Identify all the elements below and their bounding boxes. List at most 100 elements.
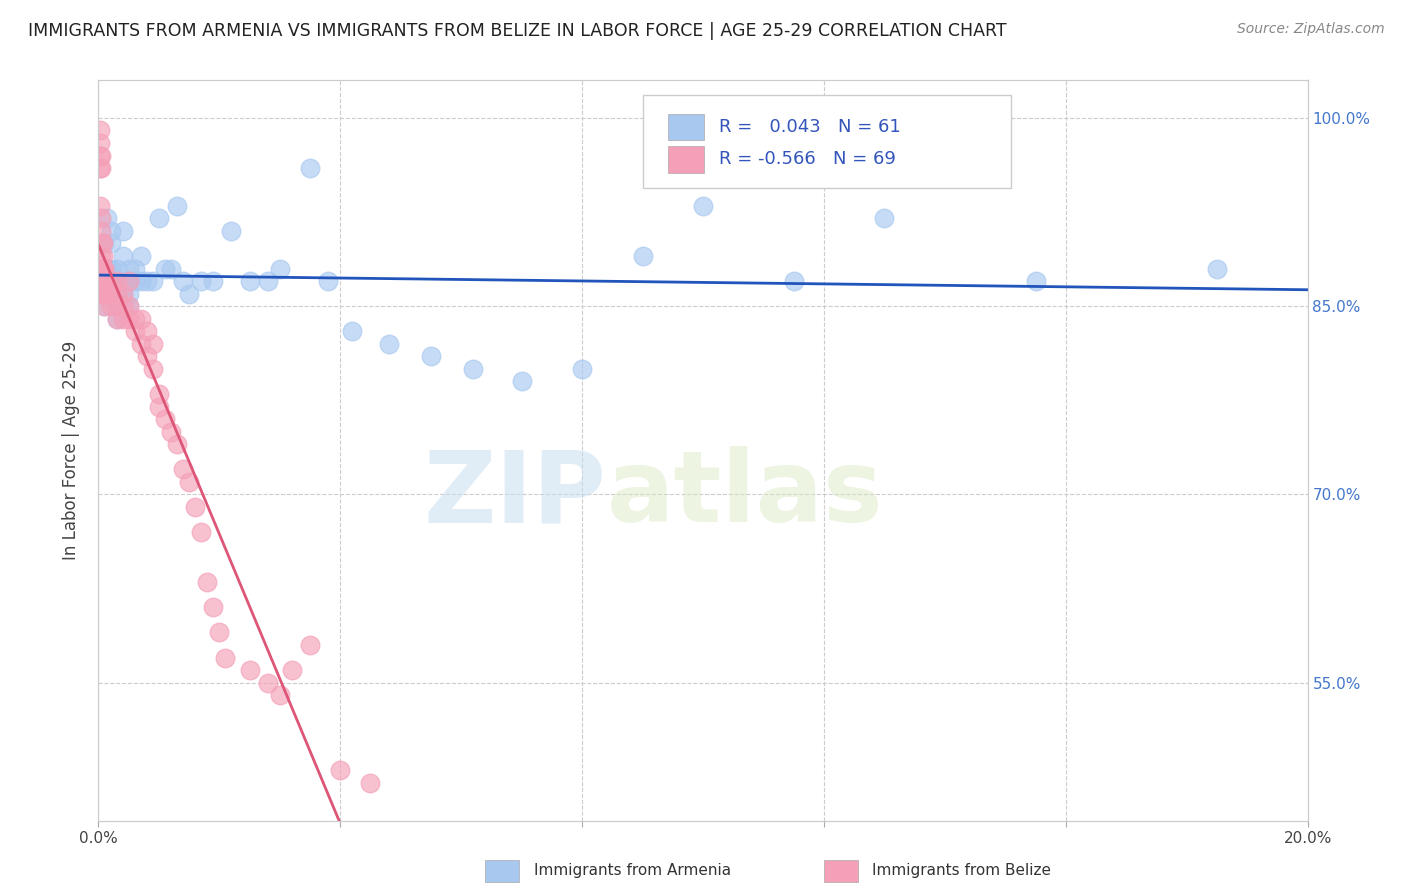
FancyBboxPatch shape — [668, 146, 704, 173]
Point — [299, 161, 322, 175]
Point — [269, 261, 291, 276]
Point — [111, 311, 134, 326]
Point — [89, 123, 111, 137]
Point — [124, 261, 146, 276]
Point — [160, 425, 183, 439]
Point — [179, 286, 201, 301]
Point — [111, 274, 134, 288]
Point — [89, 148, 111, 162]
Point — [124, 324, 146, 338]
Point — [98, 261, 121, 276]
Point — [100, 274, 122, 288]
Text: Source: ZipAtlas.com: Source: ZipAtlas.com — [1237, 22, 1385, 37]
Point — [93, 274, 115, 288]
Text: Immigrants from Belize: Immigrants from Belize — [872, 863, 1052, 879]
Point — [96, 211, 118, 226]
Point — [90, 224, 112, 238]
Text: atlas: atlas — [606, 446, 883, 543]
Point — [91, 261, 114, 276]
Point — [692, 199, 714, 213]
Point — [91, 261, 114, 276]
Point — [148, 387, 170, 401]
Point — [1206, 261, 1229, 276]
Point — [148, 400, 170, 414]
FancyBboxPatch shape — [824, 860, 858, 882]
Point — [90, 211, 112, 226]
Point — [91, 236, 114, 251]
Point — [190, 524, 212, 539]
Point — [93, 274, 115, 288]
Point — [105, 274, 128, 288]
Point — [510, 375, 533, 389]
Point — [118, 261, 141, 276]
Point — [129, 274, 152, 288]
Point — [202, 600, 225, 615]
Point — [239, 274, 262, 288]
Point — [91, 249, 114, 263]
Text: ZIP: ZIP — [423, 446, 606, 543]
Point — [142, 362, 165, 376]
Point — [129, 336, 152, 351]
Point — [124, 274, 146, 288]
Point — [329, 764, 352, 778]
Point — [93, 299, 115, 313]
Point — [135, 274, 157, 288]
Point — [256, 675, 278, 690]
Point — [94, 261, 117, 276]
Point — [100, 286, 122, 301]
Point — [91, 286, 114, 301]
Point — [124, 311, 146, 326]
Point — [100, 274, 122, 288]
Point — [100, 261, 122, 276]
Point — [90, 148, 112, 162]
Point — [91, 274, 114, 288]
Point — [93, 261, 115, 276]
Point — [214, 650, 236, 665]
Text: Immigrants from Armenia: Immigrants from Armenia — [534, 863, 731, 879]
Text: R = -0.566   N = 69: R = -0.566 N = 69 — [718, 151, 896, 169]
Point — [195, 575, 218, 590]
Point — [100, 299, 122, 313]
Point — [463, 362, 485, 376]
Point — [105, 299, 128, 313]
Point — [135, 349, 157, 363]
Point — [105, 274, 128, 288]
Point — [129, 249, 152, 263]
Point — [142, 274, 165, 288]
Point — [129, 311, 152, 326]
Point — [1024, 274, 1046, 288]
Point — [239, 663, 262, 677]
Point — [89, 199, 111, 213]
Point — [93, 261, 115, 276]
Point — [93, 299, 115, 313]
Point — [90, 161, 112, 175]
Point — [118, 274, 141, 288]
Point — [96, 274, 118, 288]
Point — [172, 274, 194, 288]
Point — [148, 211, 170, 226]
Point — [105, 286, 128, 301]
Text: R =   0.043   N = 61: R = 0.043 N = 61 — [718, 118, 900, 136]
Point — [100, 224, 122, 238]
Point — [105, 311, 128, 326]
Point — [281, 663, 304, 677]
Point — [377, 336, 399, 351]
Point — [90, 249, 112, 263]
Point — [360, 776, 382, 790]
Point — [172, 462, 194, 476]
Point — [105, 261, 128, 276]
Point — [89, 161, 111, 175]
Point — [90, 286, 112, 301]
Point — [316, 274, 339, 288]
Point — [100, 236, 122, 251]
Point — [179, 475, 201, 489]
Point — [111, 286, 134, 301]
Point — [153, 412, 176, 426]
Point — [631, 249, 654, 263]
Point — [93, 261, 115, 276]
Point — [105, 311, 128, 326]
Point — [420, 349, 443, 363]
Point — [100, 286, 122, 301]
Point — [135, 324, 157, 338]
Point — [91, 286, 114, 301]
